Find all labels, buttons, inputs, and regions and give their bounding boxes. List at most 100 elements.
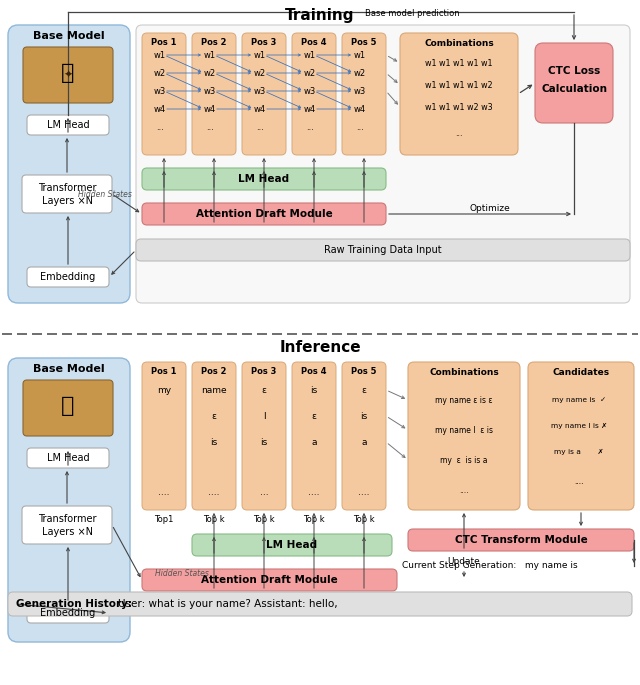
Text: Top1: Top1: [154, 514, 173, 523]
Text: w4: w4: [254, 105, 266, 114]
FancyBboxPatch shape: [192, 33, 236, 155]
FancyBboxPatch shape: [27, 267, 109, 287]
Text: Base model prediction: Base model prediction: [365, 8, 460, 18]
Text: Hidden States: Hidden States: [78, 190, 132, 199]
Text: w2: w2: [154, 68, 166, 77]
Text: w1: w1: [354, 51, 366, 60]
FancyBboxPatch shape: [23, 380, 113, 436]
Text: ....: ....: [460, 486, 468, 495]
Text: is: is: [211, 438, 218, 447]
Text: Base Model: Base Model: [33, 364, 105, 374]
FancyBboxPatch shape: [408, 362, 520, 510]
Text: ε: ε: [211, 412, 216, 421]
Text: Embedding: Embedding: [40, 272, 95, 282]
FancyBboxPatch shape: [408, 529, 634, 551]
Text: Top k: Top k: [203, 514, 225, 523]
Text: is: is: [360, 412, 367, 421]
FancyBboxPatch shape: [27, 448, 109, 468]
Text: ...: ...: [206, 123, 214, 132]
Text: a: a: [311, 438, 317, 447]
Text: w1: w1: [154, 51, 166, 60]
FancyBboxPatch shape: [136, 25, 630, 303]
Text: w2: w2: [304, 68, 316, 77]
Text: w1: w1: [204, 51, 216, 60]
FancyBboxPatch shape: [27, 603, 109, 623]
Text: ...: ...: [455, 129, 463, 138]
Text: ε: ε: [362, 386, 367, 395]
FancyBboxPatch shape: [142, 362, 186, 510]
Text: Top k: Top k: [253, 514, 275, 523]
FancyBboxPatch shape: [8, 358, 130, 642]
Text: is: is: [310, 386, 317, 395]
FancyBboxPatch shape: [535, 43, 613, 123]
Text: ....: ....: [308, 488, 320, 497]
Text: Pos 5: Pos 5: [351, 38, 377, 47]
FancyBboxPatch shape: [242, 362, 286, 510]
Text: Pos 2: Pos 2: [201, 366, 227, 375]
Text: w4: w4: [304, 105, 316, 114]
FancyBboxPatch shape: [8, 25, 130, 303]
Text: ε: ε: [262, 386, 266, 395]
Text: Layers ×N: Layers ×N: [42, 527, 93, 537]
Text: LM Head: LM Head: [239, 174, 289, 184]
Text: w4: w4: [354, 105, 366, 114]
Text: Pos 3: Pos 3: [252, 38, 276, 47]
Text: ε: ε: [312, 412, 317, 421]
Text: w1: w1: [254, 51, 266, 60]
Text: w2: w2: [254, 68, 266, 77]
Text: w3: w3: [304, 86, 316, 95]
Text: ....: ....: [208, 488, 220, 497]
FancyBboxPatch shape: [192, 534, 392, 556]
FancyBboxPatch shape: [23, 47, 113, 103]
FancyBboxPatch shape: [192, 362, 236, 510]
Text: Attention Draft Module: Attention Draft Module: [201, 575, 338, 585]
Text: w3: w3: [254, 86, 266, 95]
Text: w1 w1 w1 w2 w3: w1 w1 w1 w2 w3: [425, 103, 493, 112]
Text: Top k: Top k: [353, 514, 375, 523]
FancyBboxPatch shape: [342, 33, 386, 155]
Text: ...: ...: [156, 123, 164, 132]
Text: w4: w4: [204, 105, 216, 114]
Text: Training: Training: [285, 8, 355, 23]
Text: User: what is your name? Assistant: hello,: User: what is your name? Assistant: hell…: [118, 599, 338, 609]
Text: Embedding: Embedding: [40, 608, 95, 618]
Text: my  ε  is is a: my ε is is a: [440, 456, 488, 464]
FancyBboxPatch shape: [142, 33, 186, 155]
Text: w2: w2: [204, 68, 216, 77]
Text: Inference: Inference: [279, 340, 361, 355]
Text: Update: Update: [447, 558, 481, 566]
FancyBboxPatch shape: [22, 175, 112, 213]
Text: w1 w1 w1 w1 w1: w1 w1 w1 w1 w1: [425, 58, 493, 68]
Text: a: a: [361, 438, 367, 447]
Text: Pos 5: Pos 5: [351, 366, 377, 375]
Text: Attention Draft Module: Attention Draft Module: [196, 209, 332, 219]
Text: Top k: Top k: [303, 514, 325, 523]
Text: w4: w4: [154, 105, 166, 114]
Text: Base Model: Base Model: [33, 31, 105, 41]
Text: LM Head: LM Head: [266, 540, 317, 550]
Text: Current Step Generation:   my name is: Current Step Generation: my name is: [402, 562, 578, 571]
Text: w1 w1 w1 w1 w2: w1 w1 w1 w1 w2: [425, 81, 493, 90]
FancyBboxPatch shape: [27, 115, 109, 135]
Text: w3: w3: [204, 86, 216, 95]
Text: is: is: [260, 438, 268, 447]
Text: ...: ...: [356, 123, 364, 132]
Text: Generation History:: Generation History:: [16, 599, 132, 609]
Text: Pos 1: Pos 1: [151, 38, 177, 47]
Text: ....: ....: [358, 488, 370, 497]
FancyBboxPatch shape: [528, 362, 634, 510]
Text: ....: ....: [158, 488, 170, 497]
Text: Transformer: Transformer: [38, 183, 96, 193]
Text: my name I is ✗: my name I is ✗: [551, 423, 607, 429]
Text: Pos 1: Pos 1: [151, 366, 177, 375]
FancyBboxPatch shape: [242, 33, 286, 155]
Text: my name is  ✓: my name is ✓: [552, 397, 606, 403]
Text: I: I: [262, 412, 266, 421]
FancyBboxPatch shape: [142, 203, 386, 225]
Text: Combinations: Combinations: [429, 367, 499, 377]
Text: Pos 3: Pos 3: [252, 366, 276, 375]
Text: Transformer: Transformer: [38, 514, 96, 524]
Text: Calculation: Calculation: [541, 84, 607, 94]
Text: Pos 4: Pos 4: [301, 38, 327, 47]
Text: w2: w2: [354, 68, 366, 77]
